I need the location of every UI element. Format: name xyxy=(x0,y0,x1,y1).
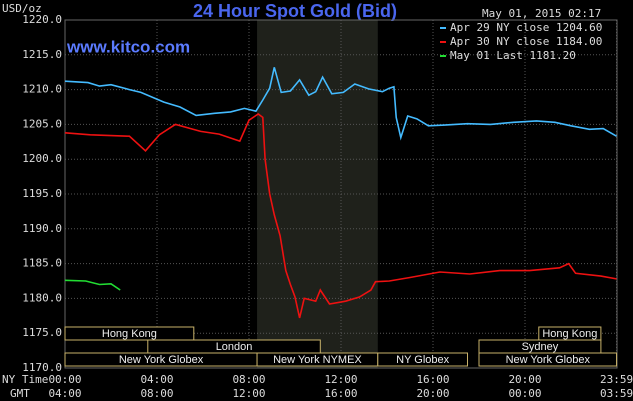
y-tick-label: 1190.0 xyxy=(22,222,62,235)
session-box xyxy=(478,352,618,367)
x2-tick-label: 04:00 xyxy=(48,387,81,400)
x2-tick-label: 08:00 xyxy=(140,387,173,400)
y-tick-label: 1175.0 xyxy=(22,326,62,339)
x-tick-label: 04:00 xyxy=(140,373,173,386)
session-box xyxy=(64,326,195,341)
x-tick-label: 16:00 xyxy=(416,373,449,386)
timestamp: May 01, 2015 02:17 xyxy=(482,7,601,20)
session-label: London xyxy=(216,341,253,353)
x-tick-label: 00:00 xyxy=(48,373,81,386)
x2-tick-label: 12:00 xyxy=(232,387,265,400)
x-axis-label: NY Time xyxy=(2,373,48,386)
price-line xyxy=(64,67,617,141)
session-label: Hong Kong xyxy=(542,328,597,340)
y-tick-label: 1200.0 xyxy=(22,152,62,165)
y-tick-label: 1210.0 xyxy=(22,83,62,96)
chart-title: 24 Hour Spot Gold (Bid) xyxy=(193,1,397,21)
plot-frame xyxy=(64,19,618,369)
session-label: NY Globex xyxy=(396,354,449,366)
y-tick-label: 1205.0 xyxy=(22,117,62,130)
session-label: New York Globex xyxy=(506,354,591,366)
session-label: Hong Kong xyxy=(102,328,157,340)
x2-tick-label: 00:00 xyxy=(508,387,541,400)
x2-tick-label: 16:00 xyxy=(324,387,357,400)
session-box xyxy=(377,352,468,367)
legend-entry: Apr 30 NY close 1184.00 xyxy=(450,35,602,48)
x2-tick-label: 20:00 xyxy=(416,387,449,400)
x-tick-label: 20:00 xyxy=(508,373,541,386)
legend-entry: Apr 29 NY close 1204.60 xyxy=(450,21,602,34)
y-tick-label: 1170.0 xyxy=(22,361,62,374)
x2-axis-label: GMT xyxy=(10,387,30,400)
x2-tick-label: 03:59 xyxy=(600,387,633,400)
x-tick-label: 23:59 xyxy=(600,373,633,386)
y-tick-label: 1220.0 xyxy=(22,13,62,26)
x-tick-label: 08:00 xyxy=(232,373,265,386)
session-label: New York Globex xyxy=(119,354,204,366)
site-label: www.kitco.com xyxy=(66,37,190,56)
y-tick-label: 1215.0 xyxy=(22,48,62,61)
y-tick-label: 1185.0 xyxy=(22,257,62,270)
y-tick-label: 1180.0 xyxy=(22,291,62,304)
y-tick-label: 1195.0 xyxy=(22,187,62,200)
price-line xyxy=(64,113,617,319)
session-label: Sydney xyxy=(522,341,559,353)
unit-label: USD/oz xyxy=(2,2,42,15)
session-label: New York NYMEX xyxy=(273,354,362,366)
price-line xyxy=(64,279,121,291)
legend-entry: May 01 Last 1181.20 xyxy=(450,49,576,62)
x-tick-label: 12:00 xyxy=(324,373,357,386)
